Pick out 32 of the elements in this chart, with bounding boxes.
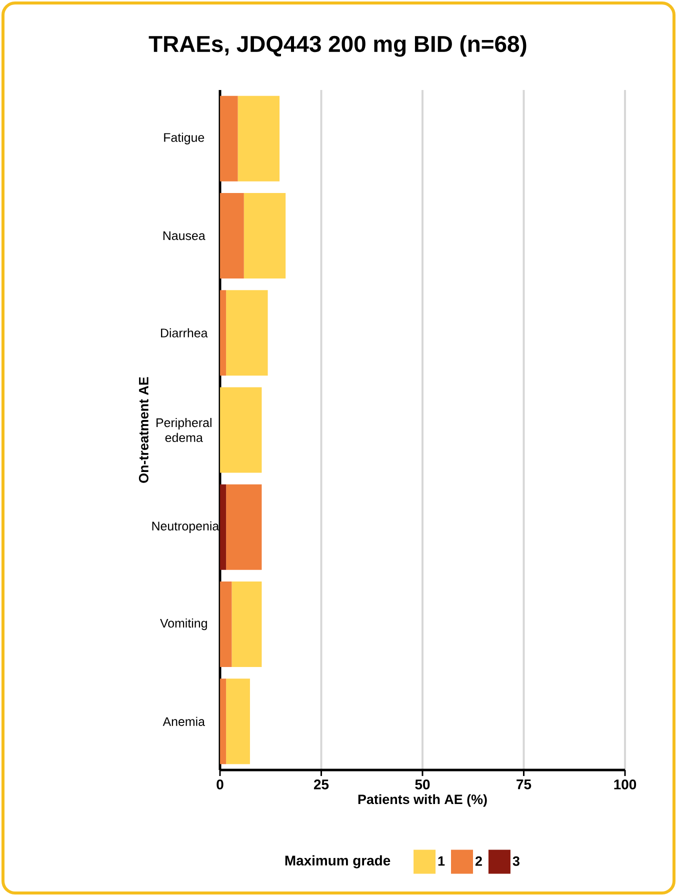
y-tick-label: Fatigue: [164, 132, 204, 144]
y-tick-label: Diarrhea: [161, 328, 208, 338]
bar: [220, 582, 232, 668]
x-tick-label: 0: [216, 780, 224, 790]
x-tick-label: 75: [516, 780, 532, 790]
bar: [226, 678, 250, 764]
y-axis-title: On-treatment AE: [138, 377, 148, 483]
legend-title: Maximum grade: [285, 855, 390, 868]
bar: [226, 484, 262, 570]
legend-label: 3: [512, 856, 520, 866]
x-tick-label: 25: [314, 780, 329, 790]
y-tick-label: Neutropenia: [152, 521, 220, 533]
bar: [232, 582, 262, 668]
bar: [226, 290, 268, 376]
x-tick-label: 100: [614, 780, 636, 790]
y-tick-label: Vomiting: [160, 618, 207, 630]
y-tick-label: Peripheral edema: [156, 418, 212, 442]
legend-label: 2: [475, 856, 482, 866]
bar: [220, 678, 226, 764]
legend-label: 1: [438, 856, 445, 866]
bar: [220, 484, 226, 570]
y-tick-label: Anemia: [162, 716, 205, 726]
bar: [220, 96, 238, 182]
bar: [220, 192, 244, 278]
bar: [220, 387, 262, 473]
bar: [220, 290, 226, 376]
x-axis-title: Patients with AE (%): [358, 794, 487, 807]
chart-title: TRAEs, JDQ443 200 mg BID (n=68): [148, 35, 526, 57]
x-tick-label: 50: [415, 780, 430, 790]
y-tick-label: Nausea: [163, 231, 206, 240]
bar: [238, 96, 280, 182]
bar: [244, 192, 286, 278]
